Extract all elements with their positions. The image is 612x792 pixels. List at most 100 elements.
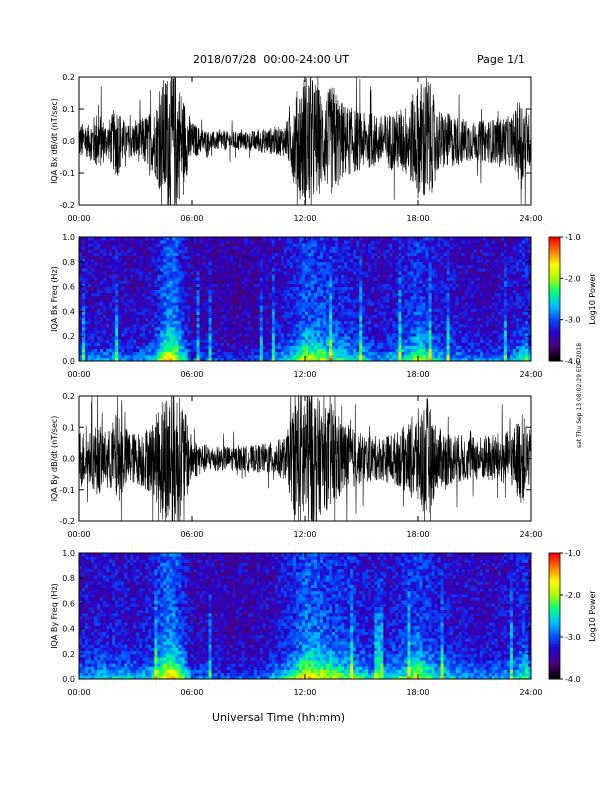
spectrogram-cell bbox=[404, 261, 408, 266]
spectrogram-cell bbox=[253, 268, 258, 272]
spectrogram-cell bbox=[136, 336, 140, 340]
spectrogram-cell bbox=[154, 342, 158, 346]
spectrogram-cell bbox=[326, 283, 330, 287]
spectrogram-cell bbox=[217, 299, 222, 303]
spectrogram-cell bbox=[124, 320, 128, 325]
spectrogram-cell bbox=[295, 283, 300, 287]
spectrogram-cell bbox=[314, 258, 318, 263]
spectrogram-cell bbox=[103, 289, 107, 294]
spectrogram-cell bbox=[130, 255, 134, 260]
spectrogram-cell bbox=[103, 348, 107, 353]
spectrogram-cell bbox=[268, 308, 273, 312]
spectrogram-cell bbox=[350, 320, 354, 325]
spectrogram-cell bbox=[229, 271, 234, 275]
spectrogram-cell bbox=[223, 286, 228, 291]
spectrogram-cell bbox=[121, 357, 125, 362]
spectrogram-cell bbox=[398, 336, 402, 340]
spectrogram-cell bbox=[196, 237, 200, 241]
spectrogram-cell bbox=[130, 240, 134, 244]
spectrogram-cell bbox=[211, 252, 215, 256]
spectrogram-cell bbox=[157, 264, 161, 269]
spectrogram-cell bbox=[136, 289, 140, 294]
spectrogram-cell bbox=[88, 249, 92, 253]
spectrogram-cell bbox=[368, 292, 372, 297]
spectrogram-cell bbox=[407, 261, 411, 266]
spectrogram-cell bbox=[265, 323, 270, 328]
spectrogram-cell bbox=[365, 249, 369, 253]
spectrogram-cell bbox=[100, 311, 104, 315]
spectrogram-cell bbox=[335, 280, 339, 284]
spectrogram-cell bbox=[308, 240, 312, 244]
spectrogram-cell bbox=[160, 342, 164, 346]
spectrogram-cell bbox=[175, 320, 179, 325]
spectrogram-cell bbox=[127, 326, 131, 331]
spectrogram-cell bbox=[235, 320, 240, 325]
spectrogram-cell bbox=[268, 286, 273, 291]
spectrogram-cell bbox=[133, 258, 137, 263]
spectrogram-cell bbox=[178, 289, 182, 294]
spectrogram-cell bbox=[148, 243, 152, 247]
spectrogram-cell bbox=[362, 357, 366, 362]
spectrogram-cell bbox=[250, 286, 255, 291]
spectrogram-cell bbox=[193, 283, 197, 287]
spectrogram-cell bbox=[277, 357, 282, 362]
spectrogram-cell bbox=[82, 249, 86, 253]
spectrogram-cell bbox=[172, 339, 176, 343]
spectrogram-cell bbox=[184, 336, 188, 340]
spectrogram-cell bbox=[214, 320, 219, 325]
spectrogram-cell bbox=[238, 299, 243, 303]
spectrogram-cell bbox=[124, 249, 128, 253]
spectrogram-cell bbox=[97, 320, 101, 325]
spectrogram-cell bbox=[422, 302, 426, 306]
spectrogram-cell bbox=[374, 280, 378, 284]
spectrogram-cell bbox=[283, 277, 288, 281]
spectrogram-cell bbox=[244, 326, 249, 331]
spectrogram-cell bbox=[371, 323, 375, 328]
spectrogram-cell bbox=[449, 305, 454, 309]
spectrogram-cell bbox=[317, 336, 321, 340]
spectrogram-cell bbox=[332, 308, 336, 312]
spectrogram-cell bbox=[145, 345, 149, 349]
spectrogram-cell bbox=[148, 339, 152, 343]
spectrogram-cell bbox=[317, 271, 321, 275]
spectrogram-cell bbox=[130, 249, 134, 253]
spectrogram-cell bbox=[97, 283, 101, 287]
spectrogram-cell bbox=[404, 286, 408, 291]
spectrogram-cell bbox=[154, 295, 158, 300]
spectrogram-cell bbox=[142, 320, 146, 325]
spectrogram-cell bbox=[259, 326, 264, 331]
spectrogram-cell bbox=[338, 249, 342, 253]
spectrogram-cell bbox=[301, 357, 306, 362]
spectrogram-cell bbox=[133, 305, 137, 309]
spectrogram-cell bbox=[265, 342, 270, 346]
spectrogram-cell bbox=[163, 286, 167, 291]
spectrogram-cell bbox=[106, 289, 110, 294]
spectrogram-cell bbox=[241, 299, 246, 303]
spectrogram-cell bbox=[97, 339, 101, 343]
spectrogram-cell bbox=[115, 240, 119, 244]
spectrogram-cell bbox=[187, 286, 191, 291]
spectrogram-cell bbox=[271, 252, 276, 256]
spectrogram-cell bbox=[425, 302, 429, 306]
spectrogram-cell bbox=[88, 274, 92, 278]
spectrogram-cell bbox=[286, 252, 291, 256]
spectrogram-cell bbox=[166, 295, 170, 300]
spectrogram-cell bbox=[446, 323, 451, 328]
spectrogram-cell bbox=[154, 240, 158, 244]
spectrogram-cell bbox=[265, 305, 270, 309]
spectrogram-cell bbox=[121, 345, 125, 349]
spectrogram-cell bbox=[268, 243, 273, 247]
spectrogram-cell bbox=[425, 280, 429, 284]
spectrogram-cell bbox=[151, 246, 155, 250]
spectrogram-cell bbox=[380, 249, 384, 253]
spectrogram-cell bbox=[229, 246, 234, 250]
spectrogram-cell bbox=[377, 323, 381, 328]
spectrogram-cell bbox=[289, 264, 294, 269]
spectrogram-cell bbox=[308, 268, 312, 272]
spectrogram-cell bbox=[232, 264, 237, 269]
spectrogram-cell bbox=[356, 339, 360, 343]
spectrogram-cell bbox=[88, 299, 92, 303]
spectrogram-cell bbox=[85, 320, 89, 325]
spectrogram-cell bbox=[175, 258, 179, 263]
spectrogram-cell bbox=[88, 348, 92, 353]
